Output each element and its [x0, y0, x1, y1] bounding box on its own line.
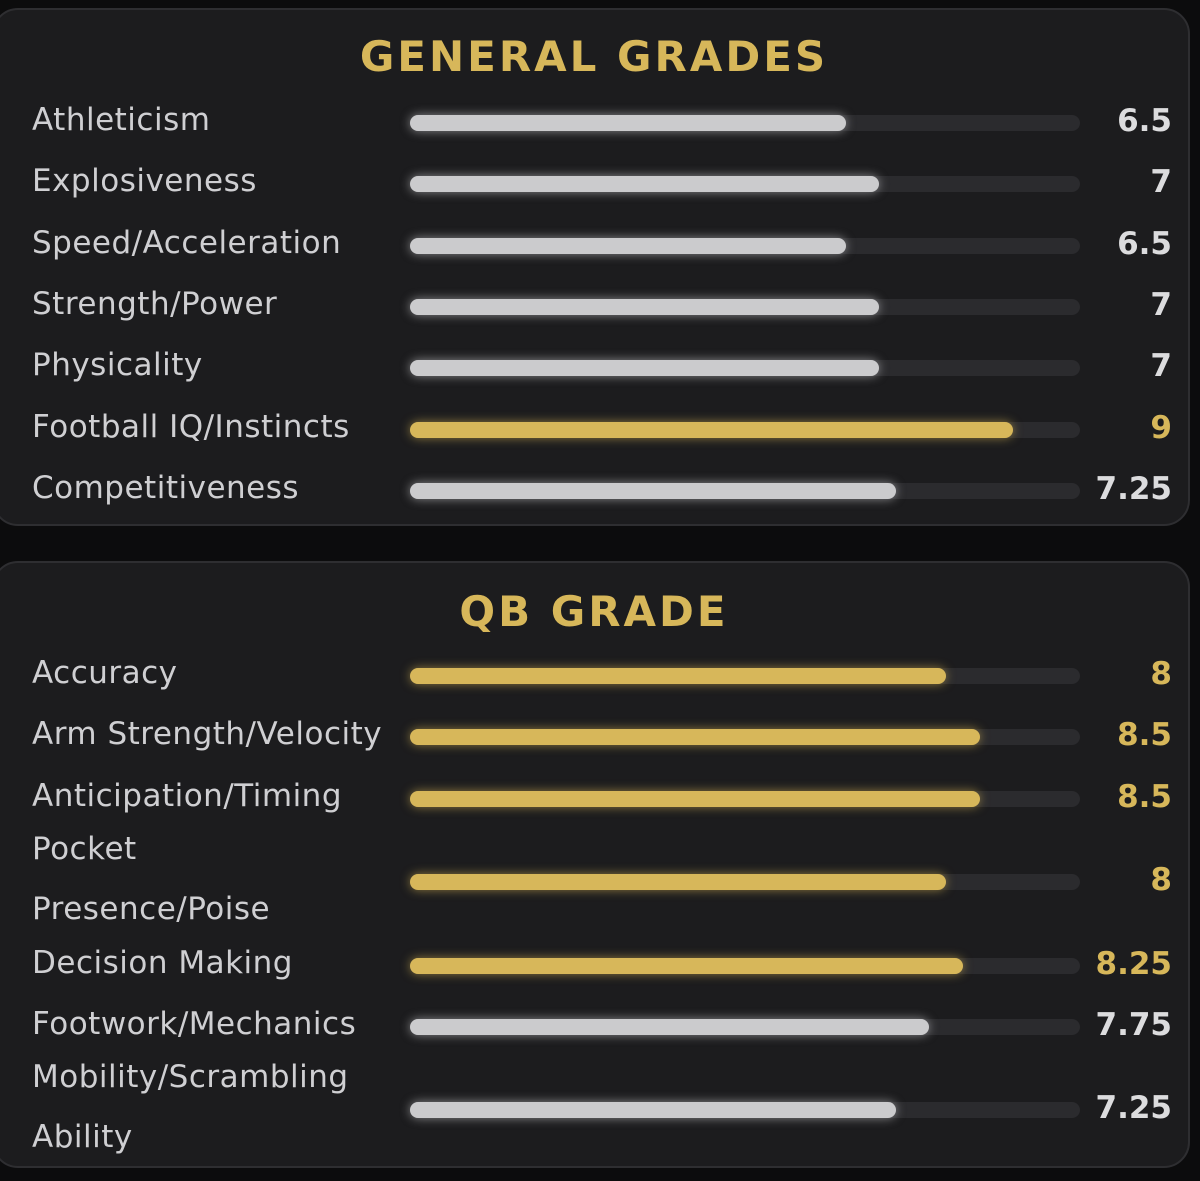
- grade-value: 7.75: [1095, 1006, 1173, 1043]
- grade-bar-fill: [410, 874, 946, 890]
- grade-label: Mobility/Scrambling Ability: [32, 1059, 349, 1155]
- grade-value: 8: [1150, 655, 1172, 692]
- grade-bar-fill: [410, 1019, 930, 1035]
- grade-value: 9: [1150, 409, 1172, 446]
- grade-bar-fill: [410, 483, 896, 499]
- grade-label: Footwork/Mechanics: [32, 1005, 357, 1042]
- grade-label: Speed/Acceleration: [32, 224, 342, 261]
- grade-bar-track: [410, 360, 1080, 376]
- grade-value: 7: [1150, 347, 1172, 384]
- grade-bar-fill: [410, 958, 963, 974]
- grade-value: 8.5: [1117, 778, 1172, 815]
- grade-bar-track: [410, 668, 1080, 684]
- grade-value: 7.25: [1095, 1089, 1173, 1126]
- grade-bar-fill: [410, 360, 879, 376]
- grade-value: 7: [1150, 163, 1172, 200]
- general-grades-panel: GENERAL GRADES Athleticism 6.5 Explosivene…: [0, 8, 1190, 526]
- grade-label: Competitiveness: [32, 469, 300, 506]
- general-grades-title: GENERAL GRADES: [359, 32, 829, 81]
- grade-bar-track: [410, 115, 1080, 131]
- grade-value: 6.5: [1117, 102, 1172, 139]
- grade-bar-fill: [410, 422, 1013, 438]
- grade-bar-track: [410, 422, 1080, 438]
- grade-label: Football IQ/Instincts: [32, 408, 350, 445]
- grade-bar-track: [410, 299, 1080, 315]
- grade-label: Explosiveness: [32, 162, 257, 199]
- grade-label: Strength/Power: [32, 285, 278, 322]
- grade-bar-fill: [410, 791, 980, 807]
- grade-value: 8.25: [1095, 945, 1173, 982]
- grade-value: 7: [1150, 286, 1172, 323]
- grade-bar-fill: [410, 1102, 896, 1118]
- grade-value: 8: [1150, 861, 1172, 898]
- grade-bar-track: [410, 1102, 1080, 1118]
- grade-bar-fill: [410, 729, 980, 745]
- grade-value: 6.5: [1117, 225, 1172, 262]
- grade-bar-track: [410, 238, 1080, 254]
- grade-bar-track: [410, 791, 1080, 807]
- qb-grade-title: QB GRADE: [459, 587, 729, 636]
- grade-label: Pocket Presence/Poise: [32, 831, 271, 927]
- grade-bar-fill: [410, 176, 879, 192]
- grade-bar-fill: [410, 238, 846, 254]
- grade-label: Arm Strength/Velocity: [32, 715, 383, 752]
- qb-grade-list: Accuracy 8 Arm Strength/Velocity 8.5 Anticip…: [0, 563, 1188, 1166]
- qb-grade-panel: QB GRADE Accuracy 8 Arm Strength/Velocity 8…: [0, 561, 1190, 1168]
- grade-bar-fill: [410, 115, 846, 131]
- grade-bar-fill: [410, 299, 879, 315]
- grade-bar-track: [410, 729, 1080, 745]
- grade-bar-fill: [410, 668, 946, 684]
- grade-label: Decision Making: [32, 944, 293, 981]
- grade-bar-track: [410, 176, 1080, 192]
- grade-value: 8.5: [1117, 716, 1172, 753]
- grade-value: 7.25: [1095, 470, 1173, 507]
- grade-bar-track: [410, 1019, 1080, 1035]
- general-grades-list: Athleticism 6.5 Explosiveness 7 Speed/Accele…: [0, 10, 1188, 524]
- grade-bar-track: [410, 958, 1080, 974]
- grade-label: Accuracy: [32, 654, 178, 691]
- grade-label: Physicality: [32, 346, 203, 383]
- grade-label: Athleticism: [32, 101, 211, 138]
- grade-bar-track: [410, 483, 1080, 499]
- grade-label: Anticipation/Timing: [32, 777, 343, 814]
- grade-bar-track: [410, 874, 1080, 890]
